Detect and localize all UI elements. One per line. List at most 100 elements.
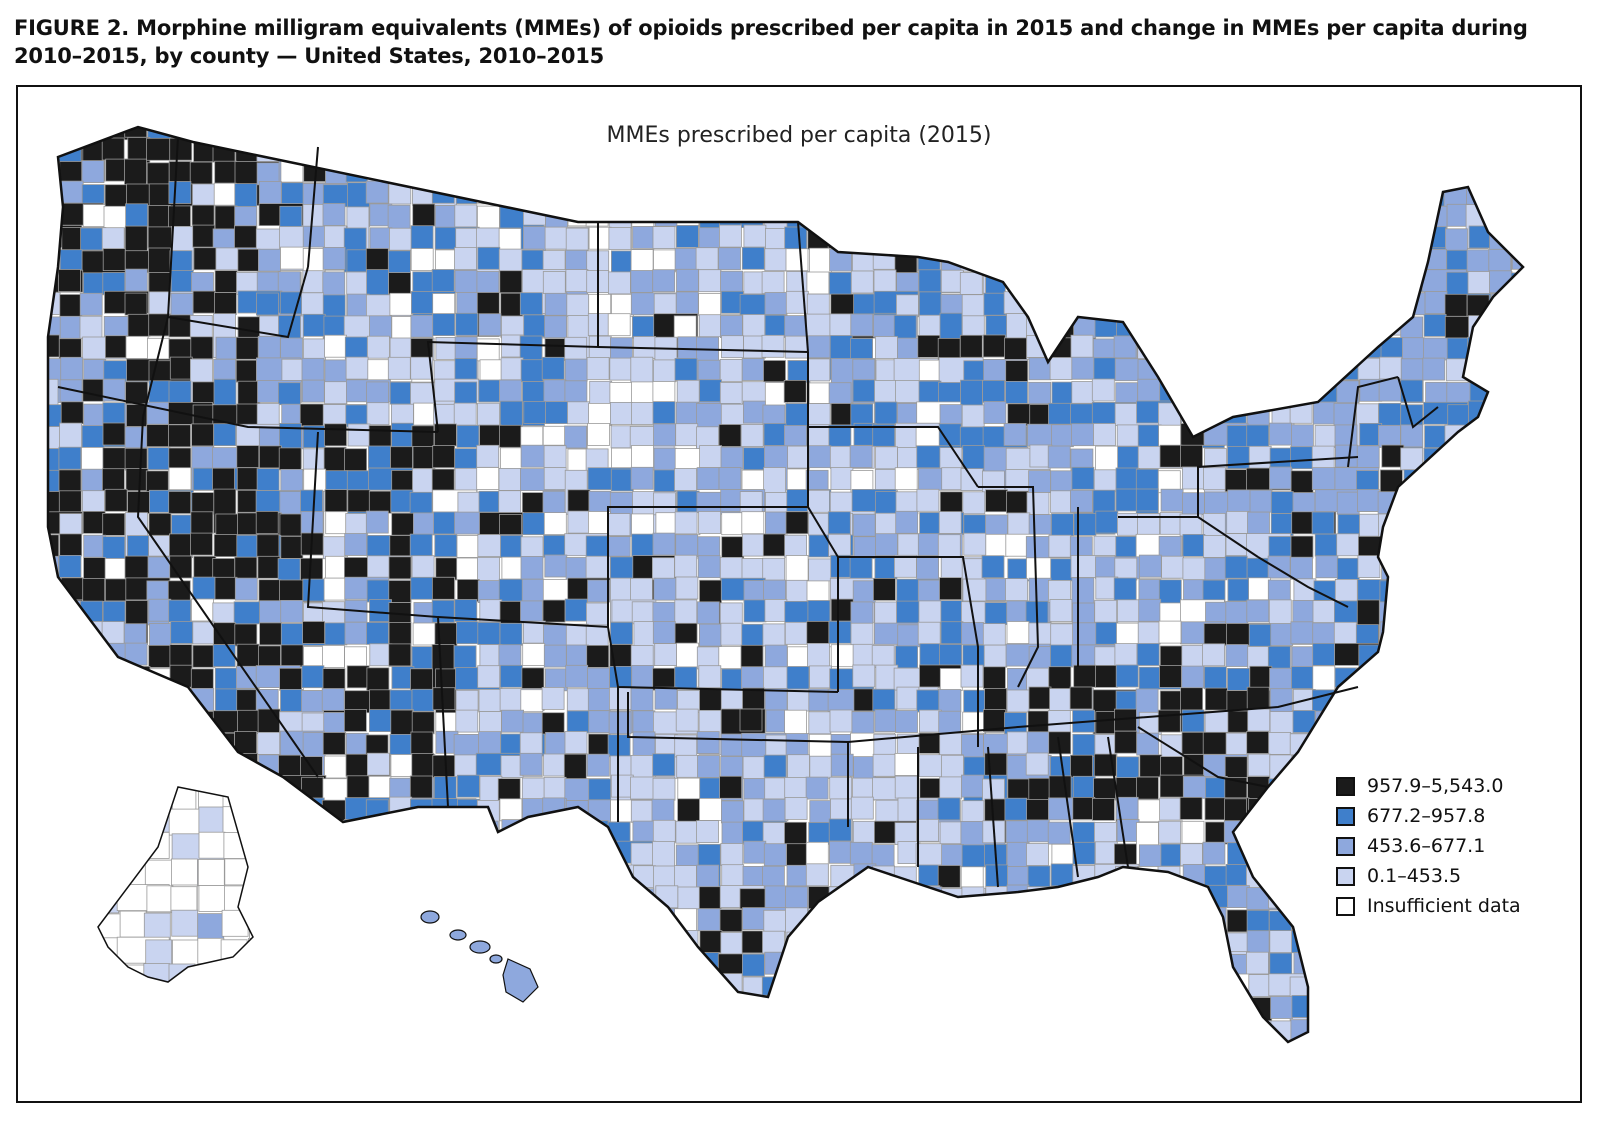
county-cell bbox=[742, 687, 765, 711]
county-cell bbox=[169, 250, 193, 274]
county-cell bbox=[1245, 1039, 1269, 1042]
county-cell bbox=[1335, 1018, 1381, 1042]
county-cell bbox=[119, 910, 147, 938]
county-cell bbox=[1271, 315, 1294, 339]
county-cell bbox=[764, 248, 788, 272]
county-cell bbox=[1071, 291, 1095, 315]
county-cell bbox=[302, 621, 326, 644]
county-cell bbox=[1532, 555, 1554, 577]
county-cell bbox=[127, 821, 150, 845]
county-cell bbox=[478, 711, 502, 734]
county-cell bbox=[806, 271, 830, 295]
county-cell bbox=[237, 316, 261, 340]
county-cell bbox=[564, 358, 588, 382]
county-cell bbox=[632, 182, 656, 206]
legend-swatch bbox=[1336, 866, 1355, 886]
county-cell bbox=[608, 271, 631, 295]
county-cell bbox=[346, 775, 370, 799]
county-cell bbox=[1095, 954, 1118, 978]
county-cell bbox=[742, 866, 766, 889]
county-cell bbox=[1447, 689, 1471, 713]
county-cell bbox=[48, 643, 60, 667]
county-cell bbox=[59, 865, 105, 888]
county-cell bbox=[197, 859, 225, 886]
county-cell bbox=[1203, 382, 1226, 406]
county-cell bbox=[193, 711, 217, 734]
county-cell bbox=[697, 755, 720, 778]
county-cell bbox=[1424, 666, 1448, 689]
county-cell bbox=[1402, 997, 1426, 1021]
county-cell bbox=[543, 930, 567, 953]
county-cell bbox=[1271, 159, 1316, 183]
county-cell bbox=[478, 159, 502, 182]
county-cell bbox=[699, 930, 723, 954]
county-cell bbox=[587, 313, 611, 337]
county-cell bbox=[564, 953, 588, 977]
county-cell bbox=[743, 840, 767, 864]
county-cell bbox=[1334, 337, 1358, 361]
county-cell bbox=[521, 492, 545, 516]
county-cell bbox=[1249, 335, 1273, 359]
county-cell bbox=[1533, 602, 1555, 624]
county-cell bbox=[105, 578, 128, 602]
county-cell bbox=[720, 446, 744, 470]
county-cell bbox=[1116, 161, 1140, 184]
county-cell bbox=[454, 336, 478, 360]
county-cell bbox=[675, 423, 699, 447]
county-cell bbox=[563, 819, 587, 842]
county-cell bbox=[59, 800, 82, 824]
county-cell bbox=[941, 844, 964, 867]
county-cell bbox=[611, 293, 634, 317]
county-cell bbox=[564, 380, 588, 404]
county-cell bbox=[742, 533, 765, 557]
county-cell bbox=[118, 833, 146, 861]
county-cell bbox=[1049, 227, 1072, 251]
county-cell bbox=[434, 534, 458, 558]
county-cell bbox=[607, 513, 631, 537]
county-cell bbox=[1050, 470, 1074, 494]
county-cell bbox=[721, 821, 745, 845]
county-cell bbox=[631, 402, 654, 425]
county-cell bbox=[872, 974, 896, 998]
county-cell bbox=[565, 227, 589, 251]
county-cell bbox=[564, 863, 587, 886]
county-cell bbox=[1289, 248, 1335, 294]
county-cell bbox=[249, 962, 253, 982]
county-cell bbox=[940, 997, 963, 1020]
county-cell bbox=[1512, 290, 1523, 336]
county-cell bbox=[961, 622, 984, 645]
legend-item: 957.9–5,543.0 bbox=[1336, 771, 1521, 801]
county-cell bbox=[982, 778, 1005, 802]
county-cell bbox=[852, 160, 876, 183]
county-cell bbox=[1487, 712, 1511, 735]
county-cell bbox=[1334, 272, 1358, 296]
county-cell bbox=[963, 532, 987, 556]
county-cell bbox=[98, 835, 145, 862]
county-cell bbox=[103, 865, 126, 889]
county-cell bbox=[477, 622, 501, 645]
county-cell bbox=[699, 379, 722, 403]
county-cell bbox=[454, 381, 478, 405]
county-cell bbox=[940, 621, 964, 645]
county-cell bbox=[1535, 977, 1557, 999]
county-cell bbox=[1247, 511, 1270, 535]
county-cell bbox=[433, 511, 457, 535]
county-cell bbox=[1312, 909, 1336, 932]
county-cell bbox=[1336, 976, 1382, 999]
county-cell bbox=[389, 1041, 435, 1042]
county-cell bbox=[960, 998, 984, 1022]
county-cell bbox=[279, 513, 303, 537]
legend-label: 957.9–5,543.0 bbox=[1367, 775, 1504, 797]
county-cell bbox=[126, 843, 149, 867]
county-cell bbox=[1535, 732, 1557, 754]
county-cell bbox=[916, 930, 940, 954]
county-cell bbox=[674, 622, 698, 646]
county-cell bbox=[1027, 710, 1051, 734]
county-cell bbox=[523, 314, 547, 338]
county-cell bbox=[1071, 423, 1094, 447]
county-cell bbox=[1028, 995, 1051, 1019]
county-cell bbox=[433, 1039, 457, 1042]
county-cell bbox=[632, 315, 655, 339]
county-cell bbox=[740, 1039, 764, 1042]
county-cell bbox=[189, 532, 213, 556]
